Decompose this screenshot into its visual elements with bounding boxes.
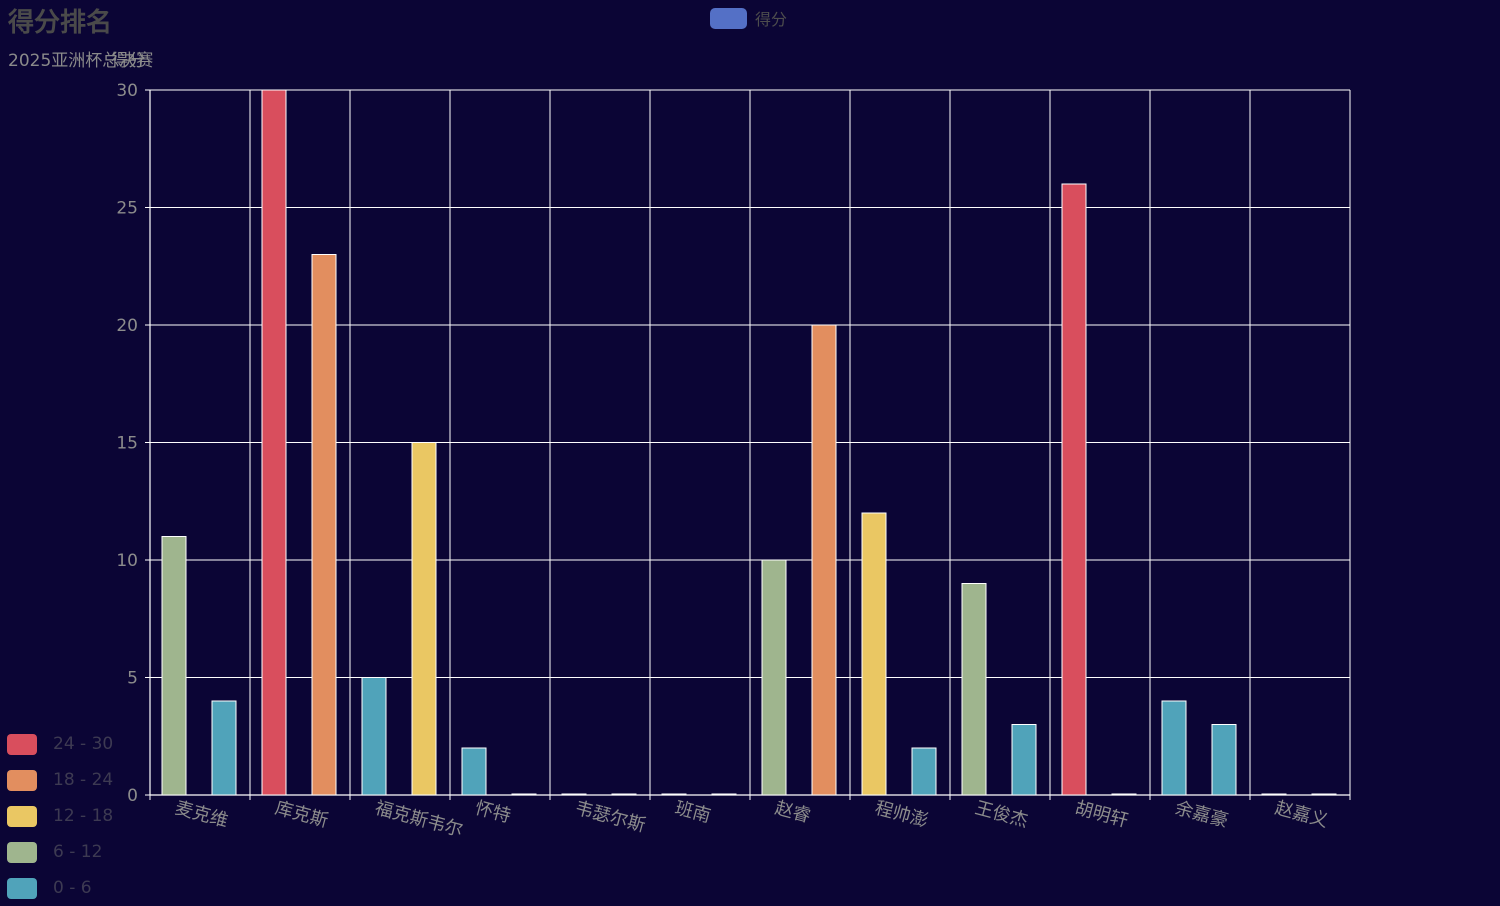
bar-b-3[interactable] (511, 793, 537, 796)
bar-a-1[interactable] (261, 89, 287, 796)
chart-subtitle-text: 2025亚洲杯总决赛 (8, 51, 154, 71)
x-tick-label: 麦克维 (173, 798, 231, 832)
visual-map-swatch[interactable] (7, 841, 37, 863)
visual-map-label: 24 - 30 (53, 734, 114, 754)
x-tick-label: 赵嘉义 (1273, 798, 1331, 832)
bar-a-7[interactable] (861, 512, 887, 796)
visual-map-swatch[interactable] (7, 877, 37, 899)
x-tick-label: 韦瑟尔斯 (573, 798, 648, 837)
visual-map-label: 12 - 18 (53, 806, 114, 826)
bar-b-9[interactable] (1111, 793, 1137, 796)
x-tick-label: 福克斯韦尔 (373, 798, 465, 842)
bar-b-4[interactable] (611, 793, 637, 796)
bar-a-10[interactable] (1161, 700, 1187, 796)
bar-b-1[interactable] (311, 254, 337, 796)
bar-b-8[interactable] (1011, 724, 1037, 796)
visual-map-item-0-6[interactable]: 0 - 6 (7, 870, 113, 906)
visual-map-item-6-12[interactable]: 6 - 12 (7, 834, 113, 870)
grid (149, 89, 1351, 796)
legend-swatch[interactable] (710, 7, 747, 29)
visual-map[interactable]: 24 - 30 18 - 24 12 - 18 6 - 12 0 - 6 (7, 726, 113, 906)
bar-b-11[interactable] (1311, 793, 1337, 796)
x-tick-label: 王俊杰 (973, 798, 1031, 832)
bar-b-5[interactable] (711, 793, 737, 796)
x-tick-label: 赵睿 (773, 798, 813, 828)
y-tick-label: 0 (127, 786, 138, 806)
bar-a-8[interactable] (961, 583, 987, 796)
bar-b-10[interactable] (1211, 724, 1237, 796)
x-tick-label: 班南 (673, 798, 713, 828)
chart-title: 得分排名 (8, 8, 113, 38)
visual-map-item-18-24[interactable]: 18 - 24 (7, 762, 113, 798)
visual-map-swatch[interactable] (7, 769, 37, 791)
y-tick-label: 25 (116, 199, 138, 219)
bar-a-5[interactable] (661, 793, 687, 796)
x-tick-label: 怀特 (473, 798, 513, 828)
visual-map-swatch[interactable] (7, 733, 37, 755)
x-tick-label: 库克斯 (273, 798, 331, 832)
x-tick-label: 胡明轩 (1073, 798, 1131, 832)
y-tick-label: 20 (116, 316, 138, 336)
bar-a-3[interactable] (461, 747, 487, 796)
bar-b-0[interactable] (211, 700, 237, 796)
x-tick-label: 余嘉豪 (1173, 798, 1231, 832)
visual-map-item-24-30[interactable]: 24 - 30 (7, 726, 113, 762)
x-tick-label: 程帅澎 (873, 798, 931, 832)
bar-a-6[interactable] (761, 559, 787, 796)
bar-a-9[interactable] (1061, 183, 1087, 796)
chart-subtitle: 2025亚洲杯总决赛得分 (8, 46, 153, 71)
visual-map-label: 0 - 6 (53, 878, 92, 898)
bar-a-11[interactable] (1261, 793, 1287, 796)
bar-b-7[interactable] (911, 747, 937, 796)
bar-a-0[interactable] (161, 536, 187, 796)
chart-legend[interactable]: 得分 (710, 6, 787, 30)
bar-a-2[interactable] (361, 677, 387, 796)
chart-subtitle-overlay: 得分 (111, 51, 146, 71)
bar-b-2[interactable] (411, 442, 437, 796)
y-tick-label: 30 (116, 81, 138, 101)
visual-map-swatch[interactable] (7, 805, 37, 827)
bars (161, 89, 1337, 796)
visual-map-label: 18 - 24 (53, 770, 114, 790)
y-tick-label: 15 (116, 434, 138, 454)
visual-map-item-12-18[interactable]: 12 - 18 (7, 798, 113, 834)
y-tick-label: 10 (116, 551, 138, 571)
legend-label[interactable]: 得分 (755, 10, 788, 29)
bar-a-4[interactable] (561, 793, 587, 796)
bar-b-6[interactable] (811, 324, 837, 796)
y-tick-label: 5 (127, 669, 138, 689)
visual-map-label: 6 - 12 (53, 842, 103, 862)
